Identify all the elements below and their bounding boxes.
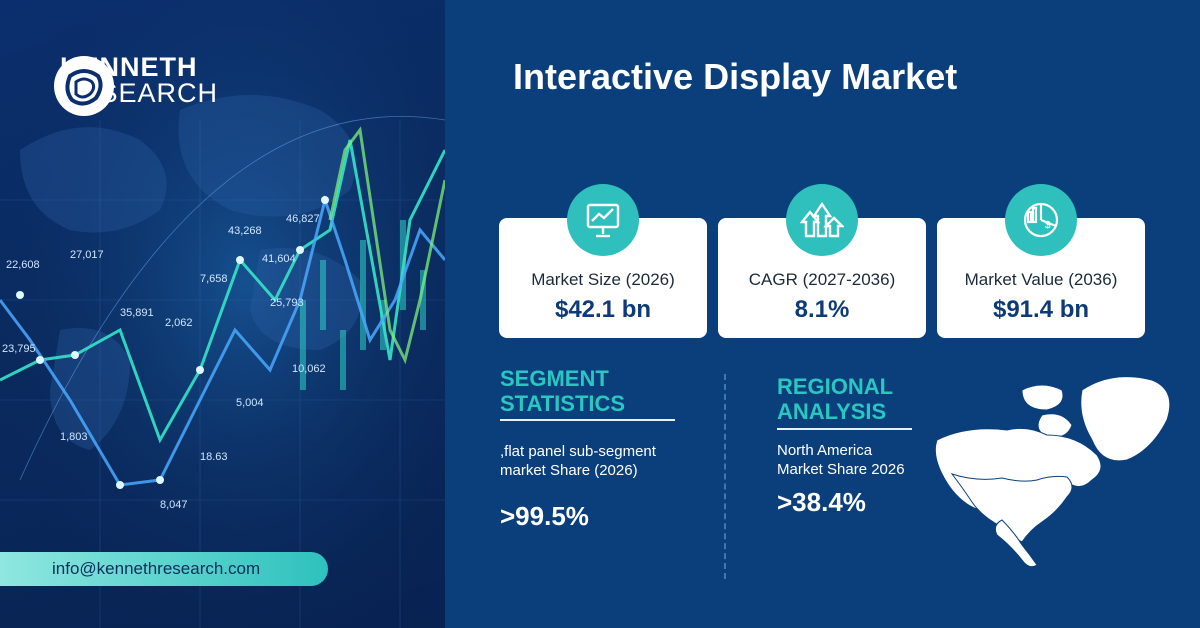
regional-analysis-heading: REGIONAL ANALYSIS <box>777 374 893 424</box>
chart-label: 1,803 <box>60 431 88 443</box>
card-value: $42.1 bn <box>554 296 652 323</box>
card-value: 8.1% <box>794 296 850 323</box>
card-label: Market Value (2036) <box>964 270 1118 289</box>
presentation-chart-icon <box>567 184 639 256</box>
grid-lines <box>0 120 445 628</box>
segment-underline <box>500 419 675 421</box>
segment-description: ,flat panel sub-segment market Share (20… <box>500 442 656 480</box>
regional-desc-line2: Market Share 2026 <box>777 461 905 478</box>
chart-label: 7,658 <box>200 273 228 285</box>
chart-label: 41,604 <box>262 253 296 265</box>
trend-line-teal <box>0 139 445 444</box>
decorative-arc <box>19 116 445 481</box>
chart-label: 2,062 <box>165 317 193 329</box>
regional-heading-line2: ANALYSIS <box>777 399 887 424</box>
segment-heading-line1: SEGMENT <box>500 366 609 391</box>
section-divider <box>724 374 726 579</box>
regional-heading-line1: REGIONAL <box>777 374 894 399</box>
segment-desc-line2: market Share (2026) <box>500 462 638 479</box>
segment-statistics-heading: SEGMENT STATISTICS <box>500 366 625 416</box>
market-size-card: Market Size (2026) $42.1 bn <box>499 218 707 338</box>
chart-label: 5,004 <box>236 397 264 409</box>
chart-label: 35,891 <box>120 307 154 319</box>
pie-chart-dollar-icon: $ <box>1005 184 1077 256</box>
card-value: $91.4 bn <box>992 296 1090 323</box>
segment-heading-line2: STATISTICS <box>500 391 626 416</box>
chart-label: 23,795 <box>2 343 36 355</box>
stock-chart-background: 22,608 27,017 23,795 35,891 2,062 7,658 … <box>0 0 445 628</box>
chart-label: 27,017 <box>70 249 104 261</box>
regional-share-value: >38.4% <box>777 487 866 517</box>
world-map-silhouette <box>20 95 362 450</box>
regional-desc-line1: North America <box>777 442 873 459</box>
cagr-card: CAGR (2027-2036) 8.1% <box>718 218 926 338</box>
chart-label: 18.63 <box>200 451 228 463</box>
chart-label: 10,062 <box>292 363 326 375</box>
brand-logo: KENNETH RESEARCH <box>52 54 218 116</box>
segment-desc-line1: ,flat panel sub-segment <box>500 443 656 460</box>
data-points <box>16 196 329 489</box>
chart-label: 43,268 <box>228 225 262 237</box>
chart-label: 25,793 <box>270 297 304 309</box>
regional-underline <box>777 428 912 430</box>
growth-arrows-icon <box>786 184 858 256</box>
card-label: CAGR (2027-2036) <box>748 270 896 289</box>
svg-text:$: $ <box>1045 220 1051 231</box>
chart-label: 46,827 <box>286 213 320 225</box>
trend-line-green <box>328 126 445 365</box>
north-america-map-icon <box>934 376 1171 568</box>
card-label: Market Size (2026) <box>531 270 675 289</box>
segment-share-value: >99.5% <box>500 501 589 531</box>
chart-label: 22,608 <box>6 259 40 271</box>
contact-email-link[interactable]: info@kennethresearch.com <box>0 552 328 586</box>
kenneth-logo-icon <box>54 56 114 116</box>
page-title: Interactive Display Market <box>513 56 958 97</box>
hero-image-panel: 22,608 27,017 23,795 35,891 2,062 7,658 … <box>0 0 445 628</box>
regional-description: North America Market Share 2026 <box>777 441 905 479</box>
chart-label: 8,047 <box>160 499 188 511</box>
